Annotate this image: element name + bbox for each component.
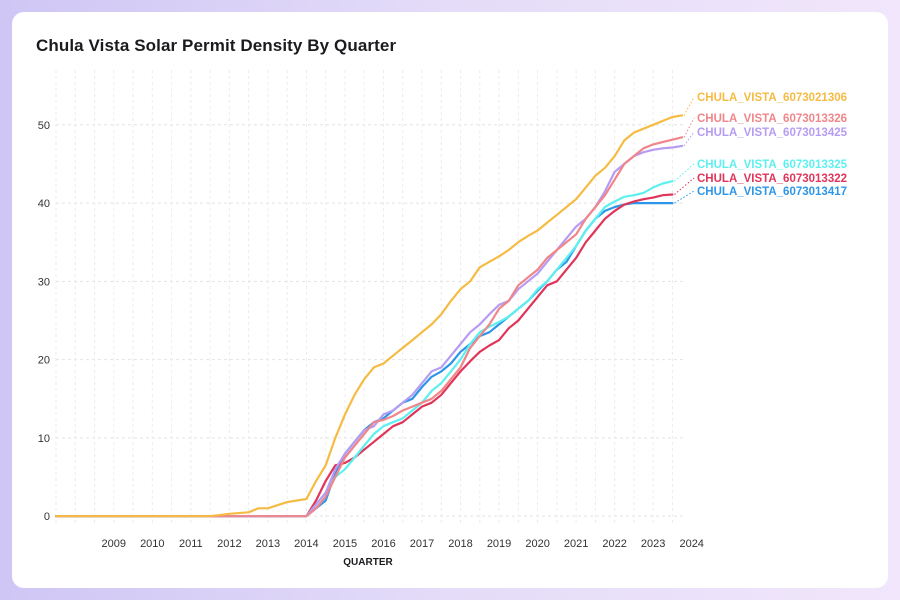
y-tick-label: 30 [38, 276, 50, 288]
x-tick-label: 2019 [487, 538, 511, 550]
x-tick-label: 2011 [179, 538, 203, 550]
series-labels: CHULA_VISTA_6073021306 CHULA_VISTA_607301… [674, 92, 848, 204]
x-axis-title: QUARTER [343, 557, 393, 568]
series-label: CHULA_VISTA_6073013322 [697, 173, 847, 185]
series-label-leader [674, 177, 695, 195]
x-tick-label: 2024 [679, 538, 703, 550]
y-tick-label: 50 [38, 120, 50, 132]
x-tick-label: 2018 [448, 538, 472, 550]
series-line [54, 136, 684, 518]
series-label-leader [683, 117, 695, 138]
x-tick-label: 2021 [564, 538, 588, 550]
series-lines [54, 114, 684, 518]
series-line [54, 193, 674, 518]
series-label: CHULA_VISTA_6073013425 [697, 127, 848, 139]
x-tick-label: 2009 [102, 538, 126, 550]
x-tick-label: 2022 [602, 538, 626, 550]
series-label-leader [674, 190, 695, 204]
y-tick-label: 40 [38, 198, 50, 210]
x-tick-label: 2012 [217, 538, 241, 550]
y-tick-label: 10 [38, 433, 50, 445]
series-label-leader [683, 96, 695, 116]
series-label: CHULA_VISTA_6073013325 [697, 159, 848, 171]
series-label: CHULA_VISTA_6073021306 [697, 92, 847, 104]
grid [55, 70, 684, 524]
y-tick-label: 0 [44, 511, 50, 523]
x-tick-label: 2023 [641, 538, 665, 550]
x-axis-ticks: 2009 2010 2011 2012 2013 2014 2015 2016 2017 2018… [102, 538, 704, 550]
series-line [54, 144, 684, 518]
x-tick-label: 2014 [294, 538, 318, 550]
x-tick-label: 2016 [371, 538, 395, 550]
series-label-leader [674, 163, 695, 182]
series-label-leader [683, 131, 695, 147]
chart-card: Chula Vista Solar Permit Density By Quar… [12, 12, 888, 588]
series-label: CHULA_VISTA_6073013326 [697, 113, 847, 125]
chart-title: Chula Vista Solar Permit Density By Quar… [36, 36, 397, 55]
series-line [54, 114, 684, 518]
y-axis-ticks: 0 10 20 30 40 50 [38, 120, 50, 523]
series-label: CHULA_VISTA_6073013417 [697, 186, 847, 198]
y-tick-label: 20 [38, 355, 50, 367]
x-tick-label: 2020 [525, 538, 549, 550]
x-tick-label: 2017 [410, 538, 434, 550]
x-tick-label: 2013 [256, 538, 280, 550]
x-tick-label: 2015 [333, 538, 357, 550]
x-tick-label: 2010 [140, 538, 164, 550]
